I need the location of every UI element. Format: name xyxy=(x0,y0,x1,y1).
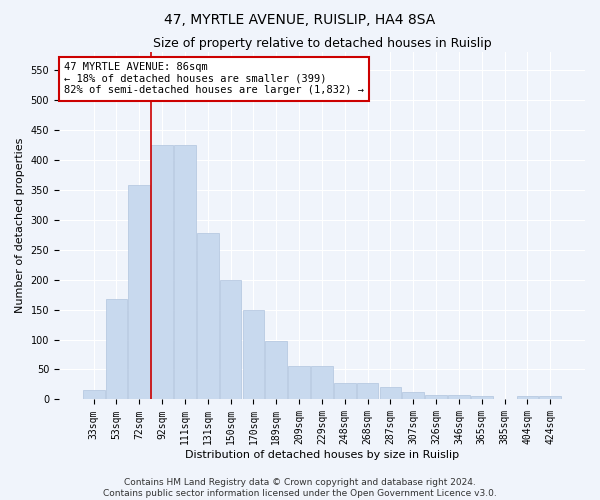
Bar xyxy=(357,382,379,400)
Text: 47, MYRTLE AVENUE, RUISLIP, HA4 8SA: 47, MYRTLE AVENUE, RUISLIP, HA4 8SA xyxy=(164,12,436,26)
Bar xyxy=(174,144,196,400)
Bar xyxy=(242,310,265,400)
Bar xyxy=(106,298,127,400)
Bar xyxy=(425,394,447,400)
X-axis label: Distribution of detached houses by size in Ruislip: Distribution of detached houses by size … xyxy=(185,450,459,460)
Bar xyxy=(128,186,150,400)
Bar xyxy=(311,366,333,400)
Y-axis label: Number of detached properties: Number of detached properties xyxy=(15,138,25,314)
Title: Size of property relative to detached houses in Ruislip: Size of property relative to detached ho… xyxy=(152,38,491,51)
Text: Contains HM Land Registry data © Crown copyright and database right 2024.
Contai: Contains HM Land Registry data © Crown c… xyxy=(103,478,497,498)
Bar xyxy=(471,396,493,400)
Bar xyxy=(380,388,401,400)
Bar xyxy=(403,392,424,400)
Bar xyxy=(220,280,241,400)
Bar xyxy=(334,382,356,400)
Bar xyxy=(197,233,218,400)
Bar xyxy=(517,396,538,400)
Bar xyxy=(288,366,310,400)
Bar xyxy=(265,342,287,400)
Bar xyxy=(151,144,173,400)
Bar xyxy=(83,390,104,400)
Bar xyxy=(448,394,470,400)
Text: 47 MYRTLE AVENUE: 86sqm
← 18% of detached houses are smaller (399)
82% of semi-d: 47 MYRTLE AVENUE: 86sqm ← 18% of detache… xyxy=(64,62,364,96)
Bar xyxy=(539,396,561,400)
